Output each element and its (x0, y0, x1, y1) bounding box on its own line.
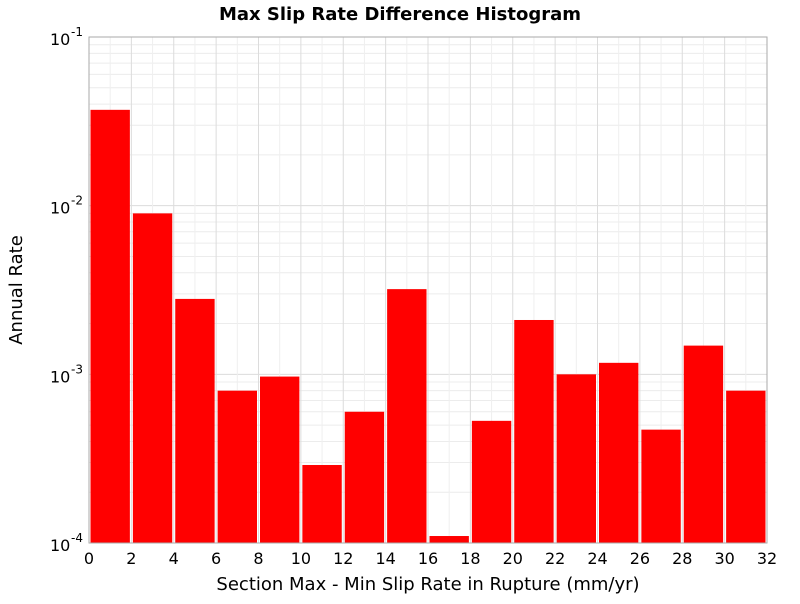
y-tick-exponent: -2 (71, 194, 83, 208)
chart-title: Max Slip Rate Difference Histogram (219, 4, 581, 25)
x-tick-label: 4 (169, 549, 179, 568)
histogram-bar (260, 376, 300, 543)
histogram-bar (514, 319, 554, 543)
histogram-bar (344, 411, 385, 543)
x-tick-label: 20 (503, 549, 523, 568)
x-tick-label: 6 (211, 549, 221, 568)
histogram-bar (683, 345, 724, 543)
x-tick-label: 16 (418, 549, 438, 568)
x-tick-label: 12 (333, 549, 353, 568)
histogram-bar (90, 109, 130, 543)
x-tick-label: 14 (375, 549, 395, 568)
x-tick-label: 18 (460, 549, 480, 568)
x-tick-label: 10 (291, 549, 311, 568)
x-tick-label: 8 (253, 549, 263, 568)
y-tick-label: 10 (50, 30, 70, 49)
y-tick-exponent: -3 (71, 362, 83, 376)
x-tick-label: 28 (672, 549, 692, 568)
x-axis-ticks: 0 2 4 6 8 10 12 14 16 18 20 22 24 26 28 30 32 (84, 549, 777, 568)
histogram-bar (641, 429, 681, 543)
x-tick-label: 24 (587, 549, 607, 568)
x-tick-label: 32 (757, 549, 777, 568)
histogram-bar (429, 536, 469, 543)
histogram-bar (217, 390, 257, 543)
x-tick-label: 2 (126, 549, 136, 568)
y-tick-label: 10 (50, 199, 70, 218)
y-tick-label: 10 (50, 367, 70, 386)
y-tick-label: 10 (50, 536, 70, 555)
x-tick-label: 30 (714, 549, 734, 568)
x-tick-label: 0 (84, 549, 94, 568)
y-tick-exponent: -1 (71, 25, 83, 39)
histogram-bar (302, 465, 342, 543)
histogram-bar (599, 362, 639, 543)
histogram-bar (387, 289, 427, 543)
x-axis-label: Section Max - Min Slip Rate in Rupture (… (216, 574, 639, 595)
x-tick-label: 26 (630, 549, 650, 568)
histogram-bar (132, 213, 173, 543)
x-tick-label: 22 (545, 549, 565, 568)
histogram-bar (175, 298, 215, 543)
histogram-bar (556, 374, 596, 543)
y-axis-ticks: 10-110-210-310-4 (50, 25, 83, 555)
histogram-bar (471, 420, 512, 543)
histogram-bar (726, 390, 766, 543)
plot-border (88, 36, 768, 544)
y-axis-label: Annual Rate (6, 235, 27, 345)
y-tick-exponent: -4 (71, 531, 83, 545)
bars (90, 109, 766, 543)
